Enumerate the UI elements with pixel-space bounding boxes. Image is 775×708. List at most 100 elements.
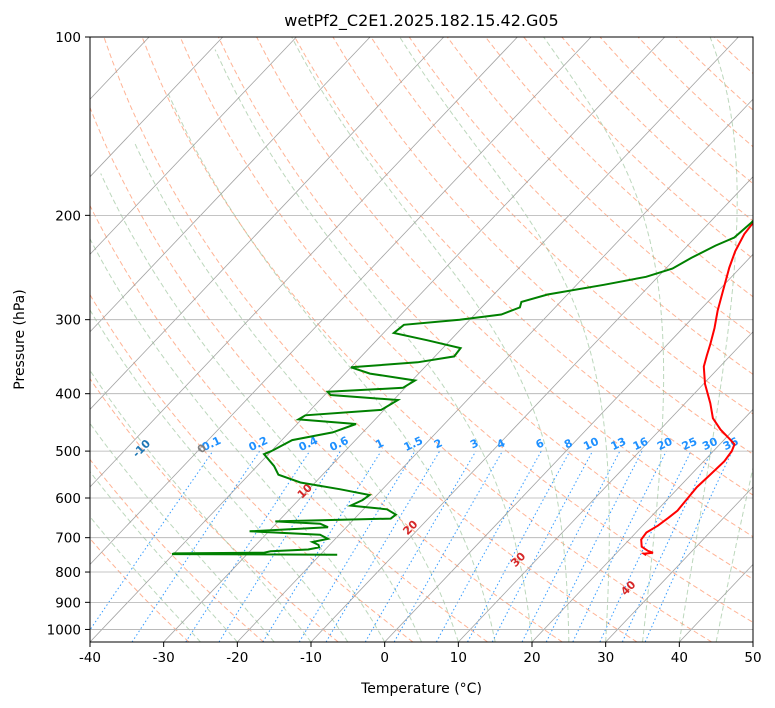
dewpoint-profile [171, 219, 753, 556]
isotherm [605, 486, 753, 642]
dry-adiabat-label: 30 [508, 549, 528, 569]
mixing-ratio-line [435, 450, 542, 642]
x-tick-label: 20 [523, 650, 540, 666]
isotherm [90, 37, 592, 566]
mixing-ratio-line [325, 450, 441, 642]
x-tick-label: -10 [300, 650, 322, 666]
mixing-ratio-label: 4 [495, 436, 508, 451]
moist-adiabat [90, 470, 238, 642]
isotherm [90, 37, 224, 178]
isotherm [90, 37, 297, 255]
isotherm [90, 37, 518, 488]
y-tick-label: 200 [55, 208, 81, 224]
dry-adiabat [90, 204, 488, 642]
y-tick-label: 700 [55, 531, 81, 547]
dry-adiabat [103, 37, 638, 642]
dry-adiabat [90, 106, 563, 642]
moist-adiabat [168, 94, 496, 642]
x-tick-label: -20 [226, 650, 248, 666]
y-tick-label: 600 [55, 491, 81, 507]
grid [0, 37, 753, 642]
dry-adiabat-label: -10 [130, 437, 153, 460]
isotherm [90, 37, 445, 410]
x-tick-label: 0 [380, 650, 389, 666]
x-tick-label: 10 [450, 650, 467, 666]
moist-adiabat [678, 37, 738, 642]
x-tick-label: 50 [744, 650, 761, 666]
plot-frame [89, 36, 754, 643]
mixing-ratio-line [644, 450, 733, 642]
chart-title: wetPf2_C2E1.2025.182.15.42.G05 [284, 11, 558, 31]
isotherm [531, 408, 753, 642]
mixing-ratio-line [262, 450, 382, 642]
isotherm [90, 37, 666, 642]
y-tick-label: 1000 [47, 622, 81, 638]
mixing-ratio-label: 36 [721, 435, 741, 453]
x-tick-label: -30 [153, 650, 175, 666]
isotherm [90, 37, 371, 333]
dry-adiabat [141, 37, 712, 642]
dry-adiabat [408, 37, 753, 375]
mixing-ratio-line [185, 450, 311, 642]
mixing-ratio-line [218, 450, 341, 642]
dry-adiabat [485, 37, 753, 298]
moist-adiabat [291, 37, 570, 642]
mixing-ratio-line [545, 450, 643, 642]
isotherm [163, 37, 739, 642]
moist-adiabat [399, 37, 610, 642]
moist-adiabat [543, 37, 665, 642]
dry-adiabat [217, 37, 753, 580]
mixing-ratio-line [521, 450, 621, 642]
mixing-ratio-label: 10 [581, 435, 601, 453]
y-tick-label: 300 [55, 313, 81, 329]
y-axis-label: Pressure (hPa) [12, 289, 28, 389]
dry-adiabat [714, 37, 753, 75]
dry-adiabat [179, 37, 753, 623]
x-tick-label: 30 [597, 650, 614, 666]
y-tick-label: 800 [55, 565, 81, 581]
dry-adiabat [370, 37, 753, 415]
y-tick-label: 400 [55, 387, 81, 403]
isotherm [384, 253, 753, 642]
background-lines [90, 37, 753, 642]
mixing-ratio-line [491, 450, 594, 642]
mixing-ratio-label: 25 [680, 435, 699, 453]
mixing-ratio-label: 2 [432, 436, 444, 451]
moist-adiabat [90, 515, 201, 642]
dry-adiabat [90, 537, 190, 642]
dry-adiabat-label: 40 [618, 578, 638, 598]
dry-adiabat [637, 37, 753, 148]
mixing-ratio-line [572, 450, 667, 642]
moist-adiabat [715, 466, 753, 642]
mixing-ratio-line [298, 450, 416, 642]
profile-series [171, 219, 753, 556]
axes: -40 -30 -20 -10 0 10 20 30 40 50 1000 900 800 700 600 5… [47, 30, 762, 666]
mixing-ratio-label: 16 [631, 435, 651, 453]
y-tick-label: 100 [55, 30, 81, 46]
mixing-ratio-label: 3 [468, 436, 480, 451]
dry-adiabat [294, 37, 753, 496]
mixing-ratio-line [364, 450, 477, 642]
mixing-ratio-label: 20 [655, 435, 675, 453]
moist-adiabat [90, 309, 349, 642]
x-tick-label: 40 [671, 650, 688, 666]
y-tick-label: 500 [55, 444, 81, 460]
moist-adiabat [214, 49, 533, 642]
mixing-ratio-line [393, 450, 503, 642]
isotherm [237, 98, 753, 642]
isotherm [0, 37, 2, 642]
isotherm [310, 176, 753, 642]
dry-adiabat [561, 37, 753, 222]
temperature-profile [640, 221, 753, 556]
dry-adiabat [256, 37, 753, 538]
mixing-ratio-line [90, 450, 214, 631]
moist-adiabat [90, 237, 386, 642]
x-tick-label: -40 [79, 650, 101, 666]
y-tick-label: 900 [55, 595, 81, 611]
mixing-ratio-label: 1 [373, 436, 385, 451]
mixing-ratio-label: 13 [609, 435, 628, 453]
line-labels: 0.1 0.2 0.4 0.6 1 1.5 2 3 4 6 8 10 13 16 20 25 30 36-10 01… [130, 434, 741, 598]
dry-adiabat [90, 458, 264, 642]
mixing-ratio-label: 30 [700, 435, 720, 453]
